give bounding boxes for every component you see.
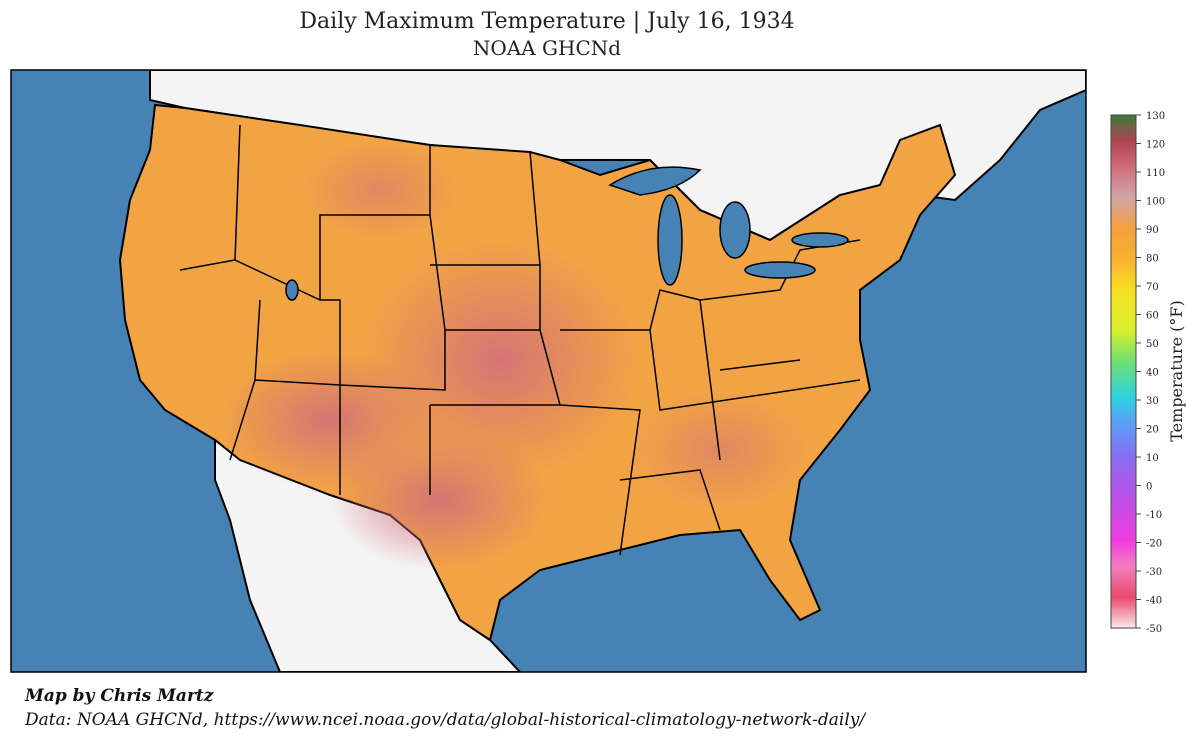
colorbar-label: Temperature (°F) [1167,300,1186,442]
map-frame [10,69,1087,673]
colorbar-tick-label: -40 [1146,596,1162,607]
colorbar-tick-label: 90 [1146,225,1159,236]
colorbar-tick-label: 10 [1146,453,1159,464]
map-subtitle: NOAA GHCNd [473,36,621,60]
colorbar-tick-label: 70 [1146,282,1159,293]
colorbar-tick-label: 80 [1146,254,1159,265]
colorbar-tick-label: 60 [1146,311,1159,322]
credit-source: Data: NOAA GHCNd, https://www.ncei.noaa.… [25,710,866,730]
colorbar-tick-label: 130 [1146,111,1165,122]
lakes [285,166,849,301]
colorbar-tick-label: -30 [1146,567,1162,578]
figure: Daily Maximum Temperature | July 16, 193… [10,9,1186,673]
colorbar-tick-label: 40 [1146,368,1159,379]
colorbar-tick-label: 120 [1146,140,1165,151]
colorbar-tick-label: 100 [1146,197,1165,208]
colorbar-tick-label: 30 [1146,396,1159,407]
colorbar-ticks: -50 -40 -30 -20 -10 0 10 20 30 40 50 60 70 80 90 100 110… [1136,111,1165,635]
colorbar-tick-label: 50 [1146,339,1159,350]
colorbar-tick-label: -10 [1146,510,1162,521]
map-title: Daily Maximum Temperature | July 16, 193… [299,9,794,34]
colorbar [1110,114,1137,629]
colorbar-tick-label: 20 [1146,425,1159,436]
colorbar-tick-label: -50 [1146,624,1162,635]
colorbar-tick-label: -20 [1146,539,1162,550]
map [11,70,1086,672]
colorbar-tick-label: 110 [1146,168,1165,179]
colorbar-tick-label: 0 [1146,482,1152,493]
credit-author: Map by Chris Martz [25,686,214,706]
